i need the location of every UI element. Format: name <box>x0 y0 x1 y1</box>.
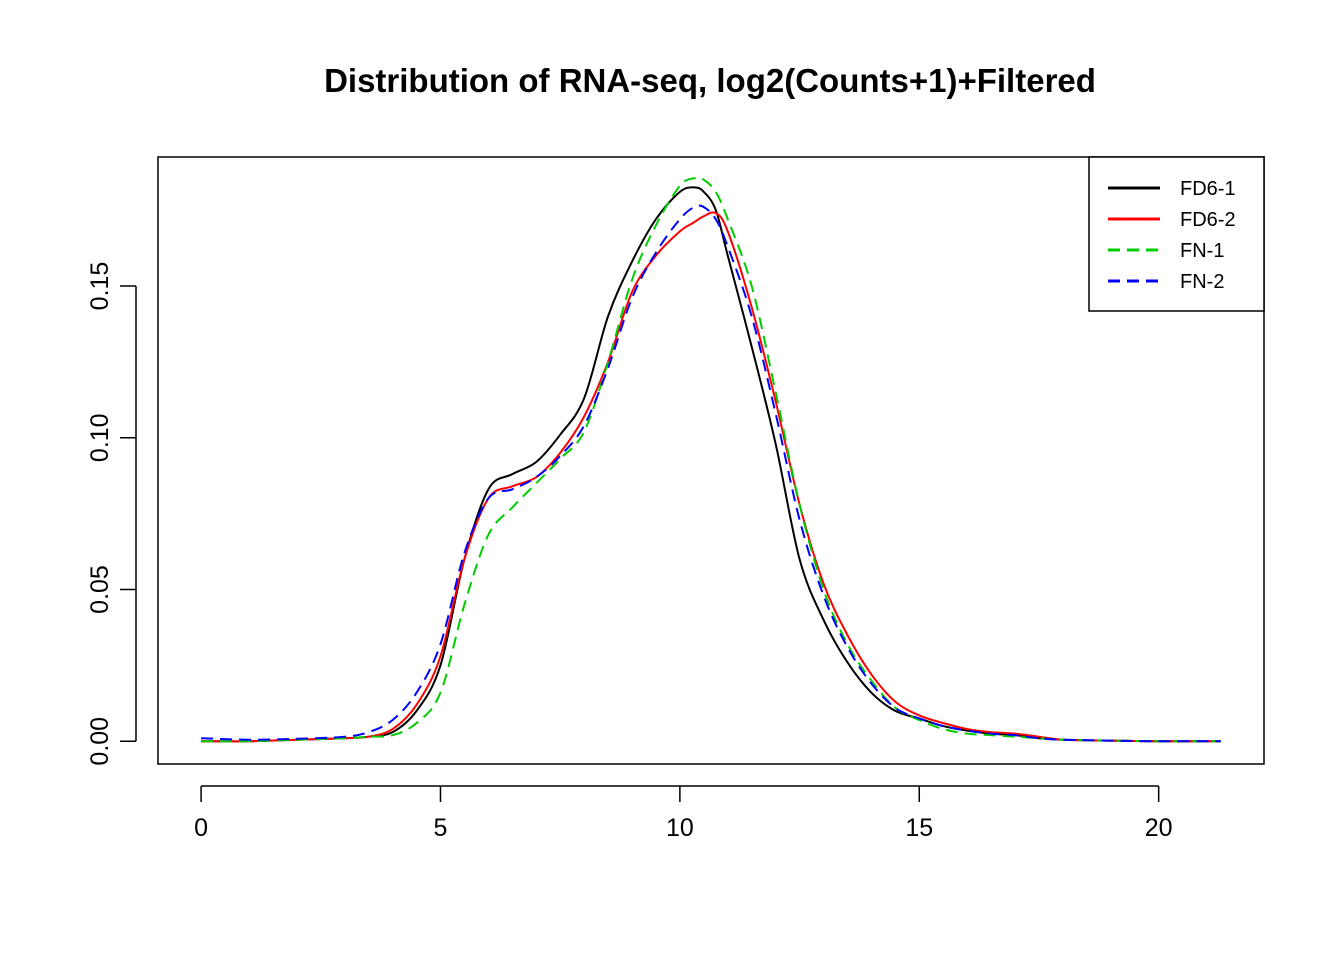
legend-label: FD6-2 <box>1180 209 1236 231</box>
chart-title: Distribution of RNA-seq, log2(Counts+1)+… <box>324 62 1096 99</box>
x-axis: 0 5 10 15 20 <box>194 785 1173 842</box>
y-axis: 0.00 0.05 0.10 0.15 <box>86 262 137 766</box>
series-line-fd6-2 <box>201 211 1221 743</box>
plot-frame <box>157 156 1265 765</box>
series-lines <box>201 176 1221 743</box>
y-tick-label: 0.00 <box>86 717 114 766</box>
x-tick-label: 10 <box>666 814 694 842</box>
series-line-fn-2 <box>201 204 1221 743</box>
y-tick-label: 0.05 <box>86 565 114 614</box>
legend-box <box>1088 156 1265 312</box>
series-line-fd6-1 <box>201 186 1221 743</box>
series-line-fn-1 <box>201 176 1221 743</box>
x-tick-label: 15 <box>905 814 933 842</box>
legend: FD6-1 FD6-2 FN-1 FN-2 <box>1088 156 1265 312</box>
y-tick-label: 0.15 <box>86 262 114 311</box>
x-tick-label: 0 <box>194 814 208 842</box>
y-tick-label: 0.10 <box>86 413 114 462</box>
x-tick-label: 20 <box>1145 814 1173 842</box>
legend-label: FD6-1 <box>1180 178 1236 200</box>
legend-label: FN-2 <box>1180 271 1224 293</box>
legend-label: FN-1 <box>1180 240 1224 262</box>
x-tick-label: 5 <box>434 814 448 842</box>
